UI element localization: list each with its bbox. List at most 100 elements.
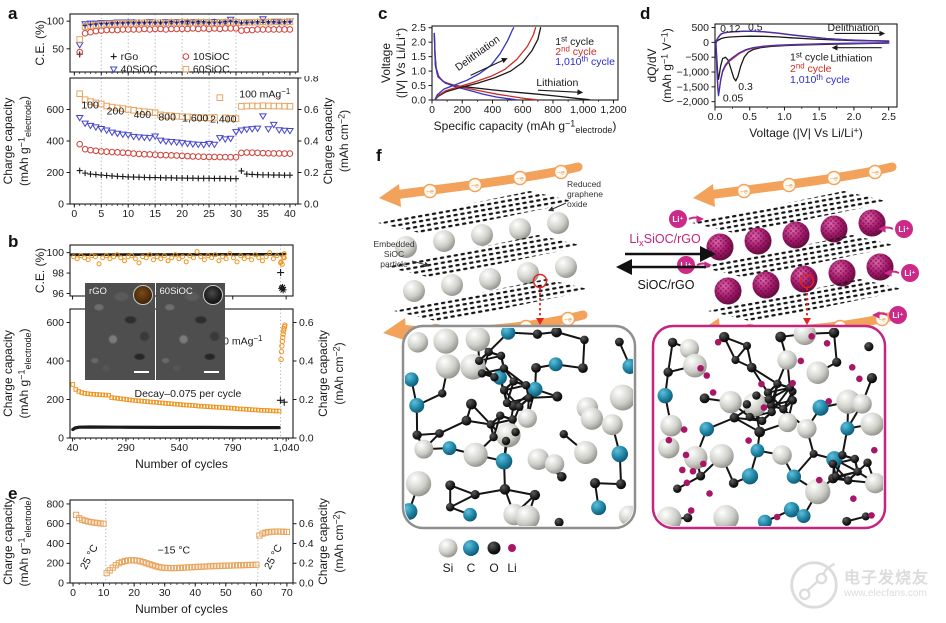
annotation: 400 (134, 109, 152, 121)
atom-si (777, 350, 797, 370)
series-60SiOC (76, 90, 294, 122)
atom-c (442, 441, 457, 456)
electron-badge: −e (467, 177, 483, 193)
li-ion-badge: Li⁺ (878, 220, 913, 238)
x-tick-label: 10 (98, 587, 110, 599)
atom-o (496, 351, 506, 360)
y-axis-label: Charge capacity (1, 98, 15, 185)
sioc-particle (547, 212, 569, 234)
x-tick-label: 1,000 (570, 104, 596, 116)
svg-text:Li⁺: Li⁺ (672, 215, 683, 224)
x-tick-label: 0 (429, 104, 435, 116)
atom-li (680, 426, 688, 433)
atom-o (489, 432, 498, 442)
sem-image-60sioc: 60SiOC (155, 283, 225, 380)
x-tick-label: 1.5 (812, 111, 827, 123)
y-tick-label: 200 (46, 394, 64, 406)
chart-c-voltage-profiles: 0 200 400 600 800 1,000 1,200 0.0 0.5 1.0 1.5 2.0 2.… (370, 0, 655, 152)
atom-li (797, 357, 805, 365)
series-rGo (76, 167, 293, 182)
reaction-reverse-label: SiOC/rGO (638, 278, 695, 292)
electron-flow-arrow (389, 162, 583, 200)
y-tick-label: 600 (46, 317, 64, 329)
series-rGo-ce-end-cluster (278, 283, 287, 294)
atom-c (796, 509, 811, 523)
svg-text:−e: −e (871, 169, 879, 176)
graphene-sheet (708, 279, 906, 322)
x-tick-label: 290 (117, 442, 135, 454)
legend-atom-li (508, 544, 516, 552)
right-tick-label: 0.4 (299, 355, 314, 367)
electron-badge: −e (781, 177, 797, 193)
atom-o (501, 436, 511, 446)
y-axis-label: Charge capacity (1, 498, 15, 585)
right-tick-label: 0.4 (299, 538, 314, 550)
atom-o (509, 377, 518, 386)
series-legend-10sioc-marker (182, 53, 190, 60)
right-tick-label: 0.6 (299, 518, 314, 530)
plot-frame (431, 25, 619, 101)
series-60SiOC-ce-end (278, 251, 287, 267)
atom-o (775, 331, 786, 343)
panel-label-a: a (8, 4, 18, 23)
atom-li (871, 446, 878, 454)
atom-c (409, 397, 425, 413)
atom-o (863, 458, 872, 468)
electron-badge: −e (512, 170, 528, 186)
atom-li (745, 437, 752, 444)
atom-o (731, 355, 740, 365)
electron-badge: −e (826, 170, 842, 186)
svg-text:−e: −e (471, 182, 479, 189)
atom-o (831, 472, 840, 481)
atom-legend: Si C O Li (438, 538, 517, 575)
atom-si (709, 443, 734, 469)
electron-badge: −e (560, 311, 576, 327)
atom-si (713, 504, 739, 526)
reduced-graphene-oxide-label: Reduced (567, 179, 601, 189)
atom-o (663, 367, 673, 377)
atom-o (508, 415, 517, 424)
x-tick-label: 790 (224, 442, 242, 454)
right-axis-label: Charge capacity (316, 498, 330, 585)
atom-o (729, 413, 740, 423)
plot-frame (69, 499, 294, 584)
annotation: 2,400 (210, 113, 236, 125)
x-tick-label: 15 (149, 208, 161, 220)
atom-o (842, 516, 852, 526)
atom-si (433, 328, 459, 354)
graphene-sheet (700, 235, 898, 278)
y-tick-label: 1.0 (411, 66, 426, 78)
atom-o (667, 337, 678, 348)
electron-flow-arrow (703, 162, 897, 200)
atom-si (805, 478, 831, 505)
atom-o (435, 429, 444, 438)
zoom-callout-arrow (532, 273, 548, 325)
panel-label-d: d (640, 4, 651, 23)
atom-o (699, 393, 710, 404)
atom-li (773, 513, 781, 521)
x-tick-label: 5 (98, 208, 104, 220)
atom-o (529, 489, 541, 501)
right-axis-label: (mAh cm−2) (337, 110, 351, 172)
y-axis-label: C.E. (%) (33, 248, 47, 293)
atom-li (848, 363, 856, 371)
annotation: 0.12 (720, 23, 741, 35)
atom-si (657, 437, 680, 459)
right-axis-label: Charge capacity (316, 330, 330, 417)
svg-text:−e: −e (878, 316, 886, 323)
x-tick-label: 540 (171, 442, 189, 454)
atom-c (495, 452, 513, 470)
x-tick-label: 1,040 (273, 442, 299, 454)
atom-o (850, 454, 860, 464)
y-tick-label: 400 (46, 538, 64, 550)
atom-si (618, 505, 633, 526)
right-tick-label: 0.0 (299, 433, 314, 445)
atom-li (700, 460, 707, 468)
series-cycle1010-lith (433, 32, 517, 101)
atom-si (679, 339, 700, 359)
x-axis-label: Number of cycles (135, 457, 228, 471)
plot-frame (714, 23, 898, 108)
x-tick-label: 30 (159, 587, 171, 599)
electrode-photo-60sioc (203, 285, 223, 305)
